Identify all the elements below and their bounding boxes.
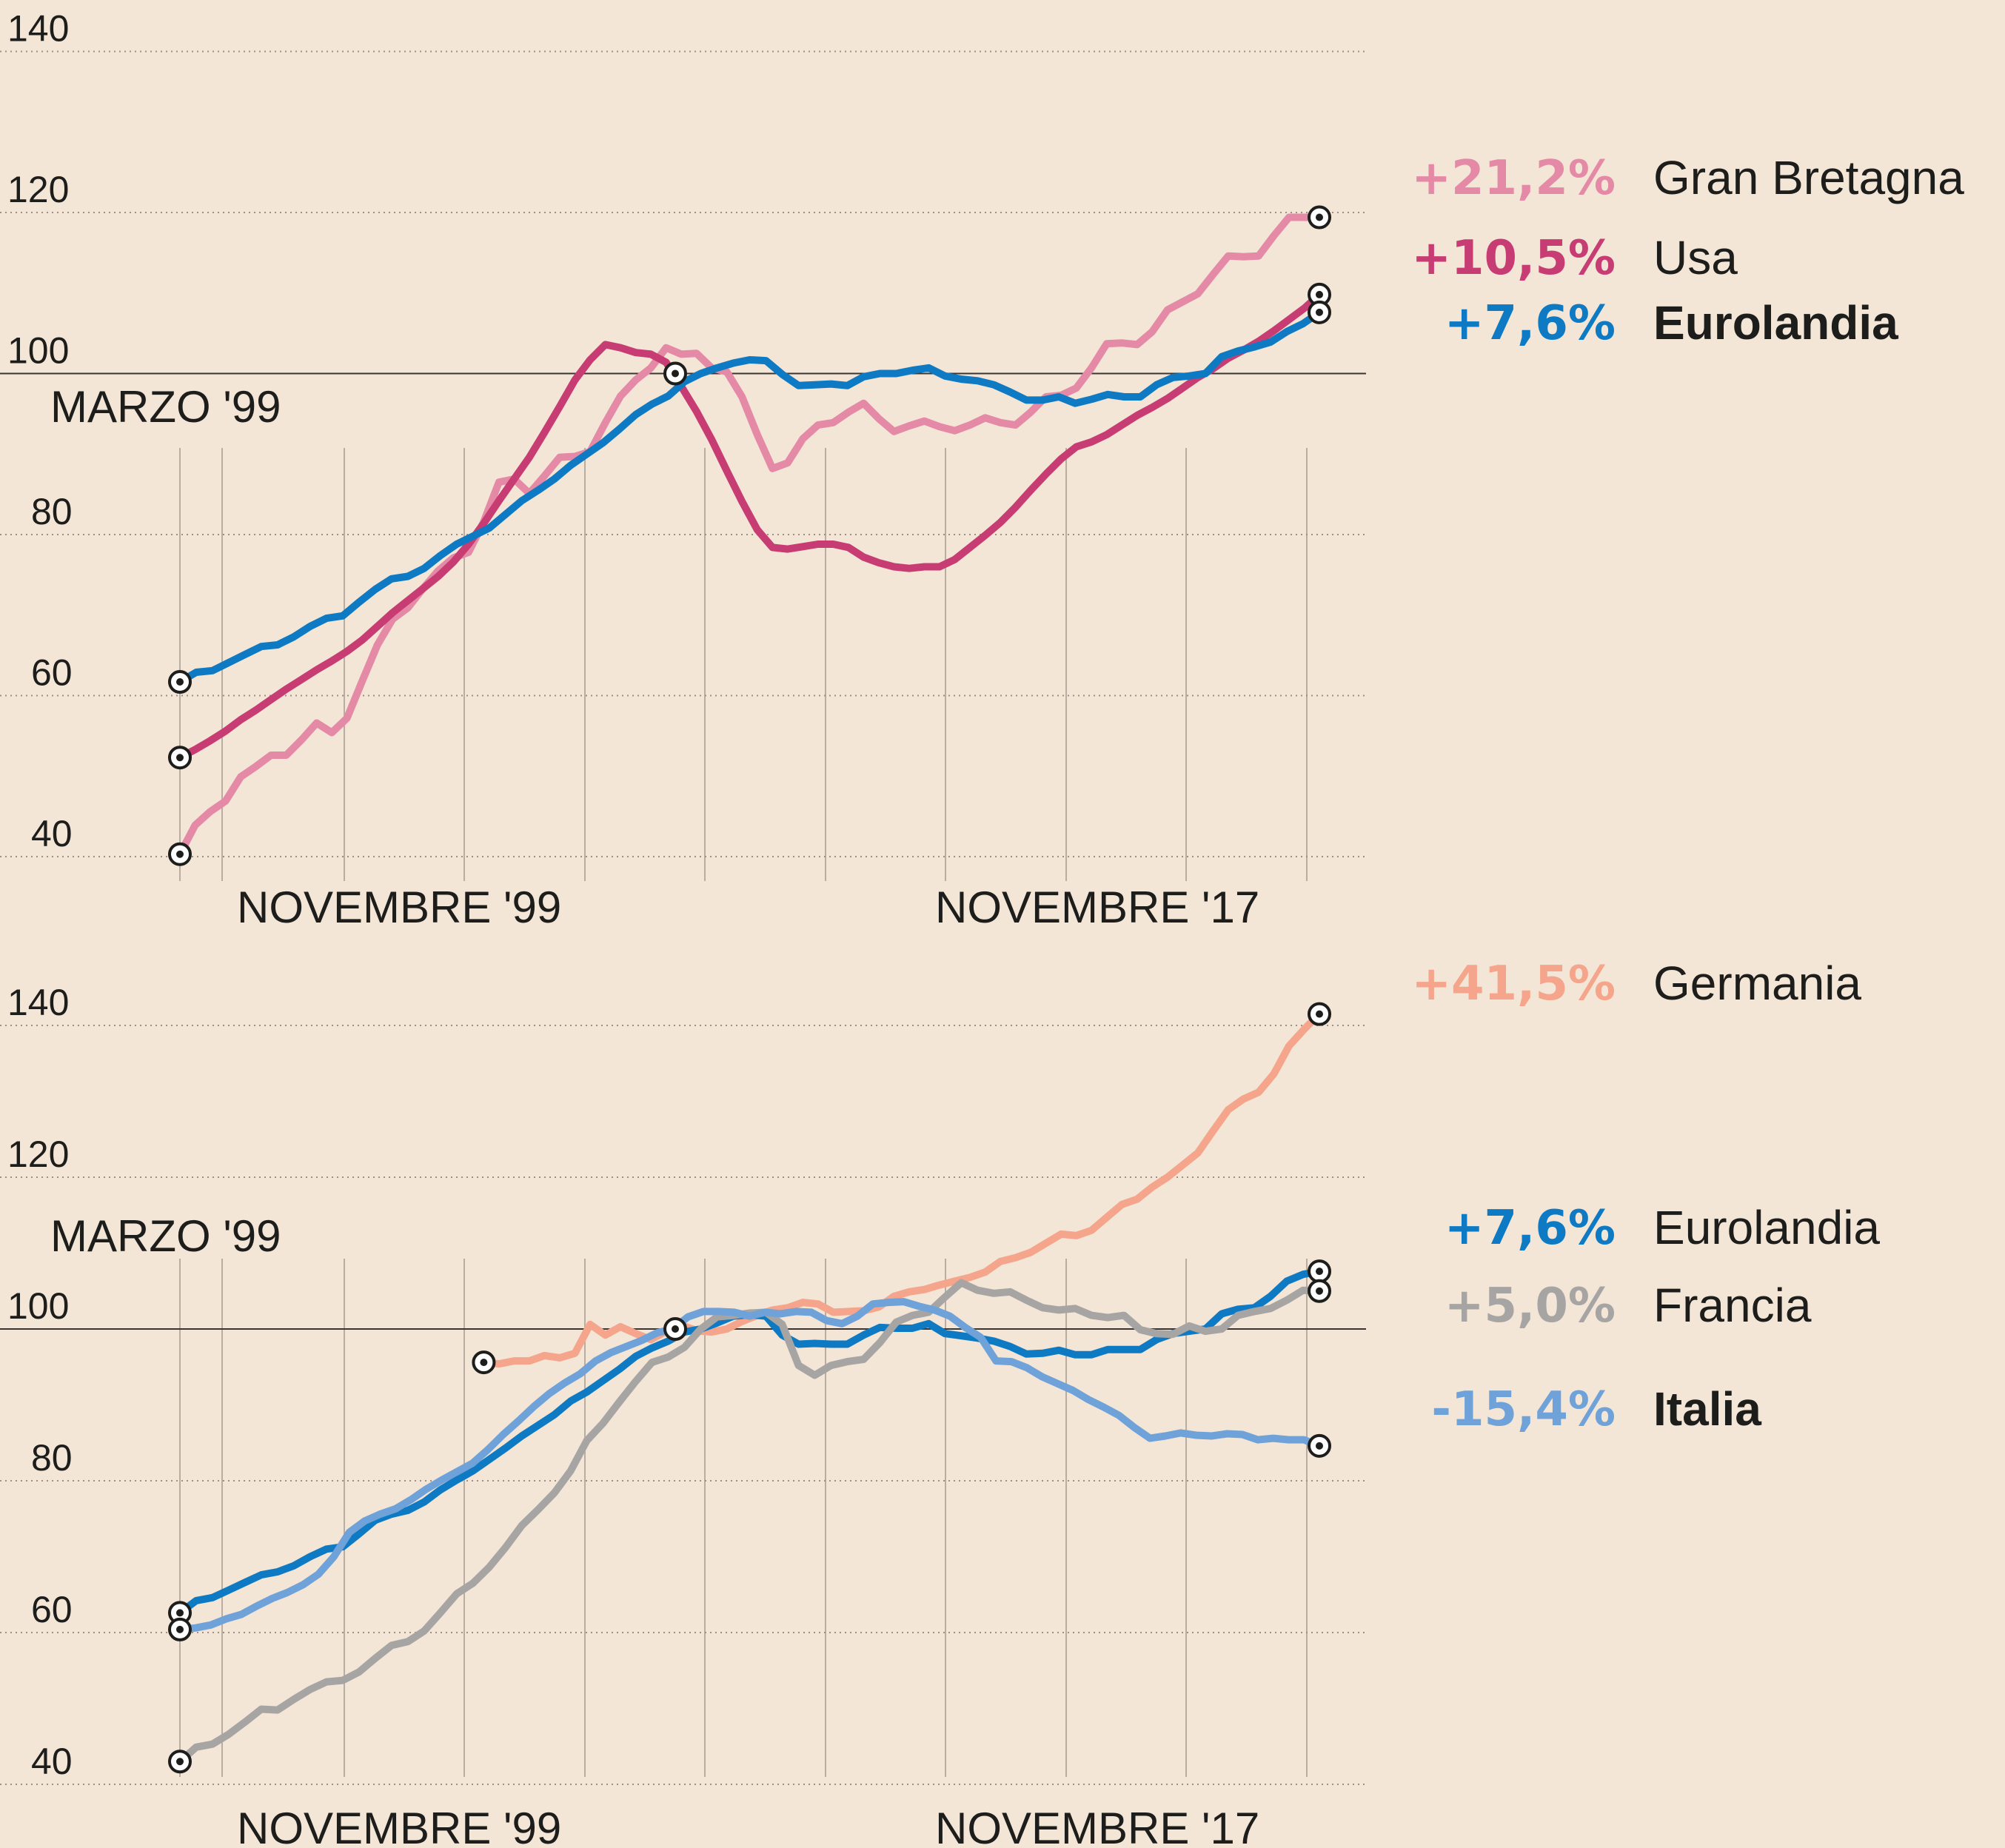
- legend-percent: +21,2%: [1411, 151, 1616, 206]
- marker-dot: [176, 1625, 184, 1633]
- marker-dot: [1316, 213, 1323, 221]
- y-tick-label: 120: [7, 1134, 69, 1175]
- y-tick-label: 60: [31, 1589, 73, 1630]
- marker-dot: [672, 369, 679, 378]
- horizontal-gridlines: 40 60 80 100 120 140: [0, 982, 1366, 1785]
- marker-dot: [480, 1359, 488, 1367]
- legend-percent: -15,4%: [1431, 1382, 1616, 1437]
- start-marker: [168, 1617, 192, 1641]
- y-tick-label: 80: [31, 1437, 73, 1479]
- y-tick-label: 80: [31, 491, 73, 532]
- legend-name: Germania: [1653, 957, 1861, 1010]
- end-marker: [1308, 205, 1331, 230]
- legend-name: Eurolandia: [1653, 296, 1898, 349]
- base-marker: [663, 1317, 687, 1341]
- legend-name: Gran Bretagna: [1653, 151, 1964, 204]
- vertical-gridlines: [179, 1259, 1308, 1777]
- marker-dot: [1316, 1268, 1323, 1276]
- x-axis-label: NOVEMBRE '99: [237, 1804, 561, 1848]
- series-lines: [168, 205, 1331, 866]
- x-axis-label: NOVEMBRE '17: [935, 1804, 1259, 1848]
- x-start-label: MARZO '99: [50, 1211, 281, 1261]
- marker-dot: [1316, 1010, 1323, 1018]
- y-tick-label: 60: [31, 652, 73, 694]
- horizontal-gridlines: 40 60 80 100 120 140: [0, 8, 1366, 857]
- series-line-francia: [176, 1279, 1323, 1766]
- marker-dot: [176, 1758, 184, 1766]
- start-marker: [168, 746, 192, 770]
- legend-percent: +10,5%: [1411, 231, 1616, 286]
- y-tick-label: 100: [7, 1285, 69, 1327]
- legend-name: Usa: [1653, 231, 1738, 284]
- end-marker: [1308, 1002, 1331, 1026]
- start-marker: [168, 842, 192, 866]
- marker-dot: [1316, 308, 1323, 316]
- x-axis-label: NOVEMBRE '99: [237, 883, 561, 932]
- series-lines: [168, 1002, 1331, 1774]
- series-line-eurolandia: [176, 308, 1323, 686]
- series-line-usa: [176, 290, 1323, 762]
- y-tick-label: 100: [7, 330, 69, 372]
- x-axis-label: NOVEMBRE '17: [935, 883, 1259, 932]
- base-marker: [663, 361, 687, 386]
- series-line-gran-bretagna: [176, 213, 1323, 858]
- marker-dot: [176, 754, 184, 762]
- start-marker: [472, 1350, 496, 1375]
- legend-percent: +41,5%: [1411, 957, 1616, 1011]
- legend: +41,5% Germania +7,6% Eurolandia +5,0% Franci…: [1411, 957, 1880, 1437]
- series-line-germania: [480, 1010, 1323, 1368]
- series-line-eurolandia: [176, 1268, 1323, 1617]
- lower-chart: 40 60 80 100 120 140 MARZO '99 NOVEMBRE '99 NOVE…: [0, 957, 1880, 1848]
- legend-percent: +7,6%: [1445, 296, 1616, 351]
- y-tick-label: 140: [7, 982, 69, 1023]
- legend-name: Francia: [1653, 1279, 1812, 1332]
- marker-dot: [1316, 290, 1323, 298]
- end-marker: [1308, 300, 1331, 324]
- vertical-gridlines: [179, 448, 1308, 881]
- end-marker: [1308, 1433, 1331, 1458]
- start-marker: [168, 670, 192, 694]
- legend-name: Italia: [1653, 1382, 1761, 1436]
- marker-dot: [672, 1325, 679, 1333]
- end-marker: [1308, 1259, 1331, 1284]
- y-tick-label: 120: [7, 169, 69, 210]
- y-tick-label: 40: [31, 813, 73, 854]
- end-marker: [1308, 1279, 1331, 1303]
- y-tick-label: 40: [31, 1741, 73, 1782]
- y-tick-label: 140: [7, 8, 69, 50]
- marker-dot: [1316, 1442, 1323, 1450]
- legend-percent: +5,0%: [1445, 1279, 1616, 1333]
- legend: +21,2% Gran Bretagna +10,5% Usa +7,6% Eurolan…: [1411, 151, 1964, 351]
- series-line-italia: [176, 1298, 1323, 1633]
- legend-percent: +7,6%: [1445, 1201, 1616, 1256]
- upper-chart: 40 60 80 100 120 140 MARZO '99 NOVEMBRE '99 NOVE…: [0, 8, 1964, 932]
- marker-dot: [176, 850, 184, 858]
- marker-dot: [176, 1609, 184, 1617]
- marker-dot: [1316, 1287, 1323, 1295]
- x-start-label: MARZO '99: [50, 382, 281, 432]
- marker-dot: [176, 678, 184, 686]
- start-marker: [168, 1750, 192, 1774]
- legend-name: Eurolandia: [1653, 1201, 1880, 1254]
